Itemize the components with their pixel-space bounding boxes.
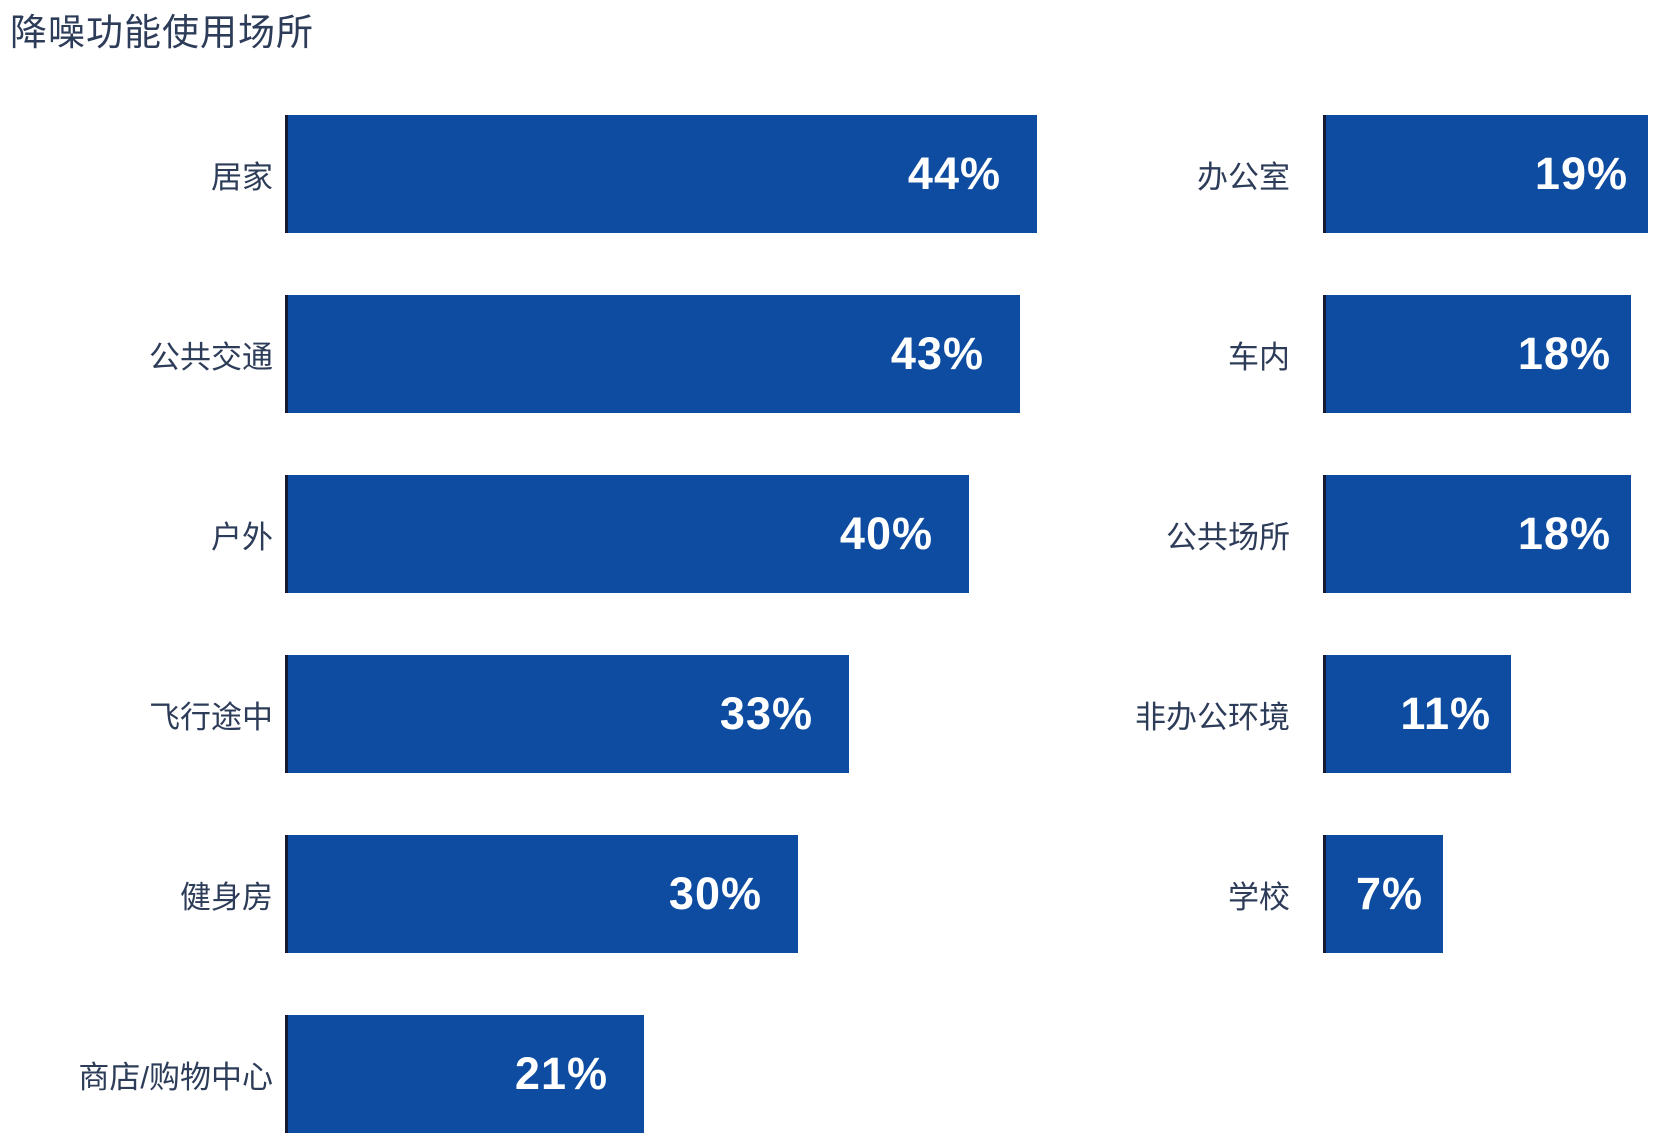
bar: 7% (1323, 835, 1443, 953)
bar: 44% (285, 115, 1037, 233)
bar: 18% (1323, 295, 1631, 413)
category-label: 户外 (211, 519, 273, 555)
category-label: 公共场所 (1166, 519, 1290, 555)
category-label: 公共交通 (149, 339, 273, 375)
bar-row: 公共交通 43% (0, 295, 1037, 413)
bar: 43% (285, 295, 1020, 413)
value-label: 30% (668, 868, 762, 919)
bar: 30% (285, 835, 798, 953)
value-label: 43% (890, 328, 984, 379)
bar: 18% (1323, 475, 1631, 593)
category-label: 非办公环境 (1135, 699, 1290, 735)
bar-row: 车内 18% (900, 295, 1648, 413)
bar: 21% (285, 1015, 644, 1133)
bar-column-right: 办公室 19% 车内 18% 公共场所 18% 非办公环境 11% 学校 7% (900, 115, 1648, 1015)
bar-row: 健身房 30% (0, 835, 1037, 953)
category-label: 商店/购物中心 (78, 1059, 273, 1095)
value-label: 33% (719, 688, 813, 739)
bar-row: 学校 7% (900, 835, 1648, 953)
value-label: 19% (1534, 148, 1628, 199)
bar-row: 办公室 19% (900, 115, 1648, 233)
bar-row: 非办公环境 11% (900, 655, 1648, 773)
bar: 19% (1323, 115, 1648, 233)
bar-row: 商店/购物中心 21% (0, 1015, 1037, 1133)
value-label: 7% (1355, 868, 1423, 919)
bar-row: 飞行途中 33% (0, 655, 1037, 773)
category-label: 飞行途中 (149, 699, 273, 735)
category-label: 学校 (1228, 879, 1290, 915)
category-label: 车内 (1228, 339, 1290, 375)
bar-row: 公共场所 18% (900, 475, 1648, 593)
bar-row: 户外 40% (0, 475, 1037, 593)
value-label: 44% (907, 148, 1001, 199)
bar: 33% (285, 655, 849, 773)
category-label: 办公室 (1197, 159, 1290, 195)
chart-title: 降噪功能使用场所 (10, 12, 314, 53)
category-label: 健身房 (180, 879, 273, 915)
bar: 40% (285, 475, 969, 593)
value-label: 21% (514, 1048, 608, 1099)
value-label: 40% (839, 508, 933, 559)
bar-row: 居家 44% (0, 115, 1037, 233)
bar: 11% (1323, 655, 1511, 773)
category-label: 居家 (211, 159, 273, 195)
value-label: 18% (1517, 328, 1611, 379)
value-label: 18% (1517, 508, 1611, 559)
bar-column-left: 居家 44% 公共交通 43% 户外 40% 飞行途中 33% 健身房 30% 商店/购物中心 21% (0, 115, 1037, 1136)
value-label: 11% (1400, 688, 1491, 739)
